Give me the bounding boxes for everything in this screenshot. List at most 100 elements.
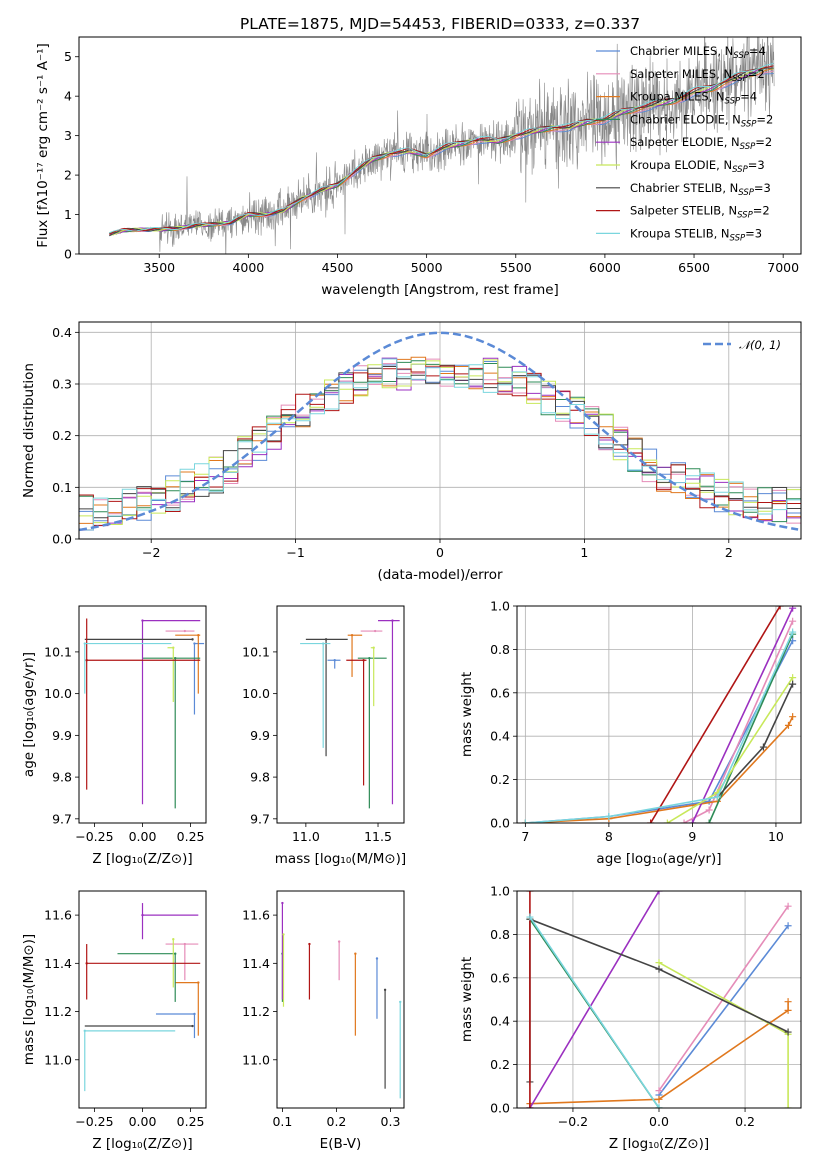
y-tick-label: 11.2	[44, 1004, 72, 1019]
weight-series-marker	[655, 1095, 663, 1103]
weight-series-marker	[655, 1087, 663, 1095]
weight-series-marker	[688, 819, 696, 823]
y-tick-label: 11.4	[242, 956, 270, 971]
weight-series-marker	[759, 743, 767, 751]
data-point-errorbars	[370, 646, 375, 707]
data-point-marker	[85, 659, 88, 662]
weight-series-marker	[784, 998, 792, 1006]
x-tick-label: −0.2	[558, 1114, 588, 1129]
legend-entry: Kroupa STELIB, NSSP=3	[630, 226, 762, 243]
data-point-errorbars	[165, 942, 199, 981]
y-tick-label: 10.1	[242, 644, 270, 659]
x-tick-label: 5000	[411, 260, 443, 275]
weight-series-marker	[784, 1028, 792, 1036]
data-point-marker	[362, 659, 365, 662]
legend-entry-sub: SSP	[733, 51, 749, 61]
weight-series-line	[529, 1001, 789, 1105]
age-vs-Z-frame	[78, 605, 207, 824]
data-point-marker	[141, 913, 144, 917]
data-point-marker	[383, 988, 387, 992]
weight-series-marker	[705, 806, 713, 814]
x-tick-label: 0.1	[272, 1114, 292, 1129]
weight-series-marker	[713, 793, 721, 801]
weight-series	[647, 606, 784, 823]
data-point-errorbars	[399, 1000, 402, 1099]
weight-series	[526, 891, 534, 1108]
data-point-marker	[83, 642, 86, 645]
y-tick-label: 11.0	[44, 1052, 72, 1067]
legend-entry-count: =2	[748, 67, 765, 81]
legend-entry: Salpeter MILES, NSSP=2	[630, 67, 765, 84]
weight-series-line	[666, 677, 794, 823]
data-point-marker	[375, 957, 379, 960]
x-tick-label: 11.5	[364, 829, 392, 844]
weight-series-marker	[784, 721, 792, 729]
y-tick-label: 0.0	[52, 532, 72, 547]
weight-series-marker	[655, 965, 663, 973]
weight-vs-Z-plot-area	[526, 891, 792, 1108]
gaussian-reference-curve	[79, 331, 799, 532]
data-point-marker	[333, 659, 336, 662]
weight-series-line	[649, 606, 781, 823]
legend-entry-sub: SSP	[725, 97, 741, 107]
legend-entry: Chabrier STELIB, NSSP=3	[630, 181, 771, 198]
weight-series	[521, 637, 797, 823]
x-tick-label: 0.00	[129, 829, 157, 844]
x-tick-label: 0.0	[649, 1114, 669, 1129]
residual-histogram	[79, 358, 801, 531]
legend-entry-label: 𝒩(0, 1)	[739, 338, 781, 352]
y-tick-label: 11.6	[44, 908, 72, 923]
y-tick-label: 0.4	[490, 1014, 510, 1029]
y-tick-label: 1.0	[490, 884, 510, 899]
data-point-errorbars	[347, 634, 363, 677]
legend-entry-label: Chabrier MILES, N	[630, 44, 733, 58]
data-point-errorbars	[175, 634, 201, 694]
weight-series-marker	[526, 1104, 534, 1108]
data-point-marker	[191, 638, 194, 641]
legend-entry: Chabrier ELODIE, NSSP=2	[630, 112, 773, 129]
legend-entry-count: =2	[753, 204, 770, 218]
x-tick-label: 9	[688, 829, 696, 844]
x-tick-label: 0.00	[129, 1114, 157, 1129]
y-tick-label: 11.4	[44, 956, 72, 971]
y-tick-label: 9.8	[250, 770, 270, 785]
y-axis-label: age [log₁₀(age/yr)]	[21, 652, 37, 777]
x-tick-label: 0.2	[327, 1114, 347, 1129]
y-tick-label: 0.2	[490, 772, 510, 787]
weight-series	[688, 606, 797, 823]
data-point-marker	[193, 642, 196, 645]
x-axis-label: Z [log₁₀(Z/Z⊙)]	[92, 1136, 192, 1152]
weight-series	[680, 617, 797, 823]
age-vs-mass-panel: 11.0 11.5 9.7 9.8 9.9 10.0 10.1 mass [log₁₀(M/M…	[242, 605, 406, 867]
y-tick-label: 10.1	[44, 644, 72, 659]
residual-histogram	[79, 359, 801, 525]
y-tick-label: 0.6	[490, 970, 510, 985]
weight-series	[526, 891, 663, 1108]
legend-entry-count: =4	[749, 44, 766, 58]
data-point-errorbars	[193, 642, 205, 715]
legend-entry: Chabrier MILES, NSSP=4	[630, 44, 766, 61]
weight-series-marker	[655, 1104, 663, 1108]
data-point-marker	[172, 938, 175, 941]
legend-entry-label: Kroupa STELIB, N	[630, 226, 730, 240]
x-tick-label: 3500	[143, 260, 175, 275]
y-tick-label: 10.0	[242, 686, 270, 701]
x-tick-label: 0.3	[381, 1114, 401, 1129]
data-point-marker	[197, 634, 200, 637]
data-point-marker	[281, 901, 284, 905]
x-axis-label: wavelength [Angstrom, rest frame]	[321, 282, 559, 298]
data-point-marker	[197, 981, 200, 984]
weight-series-line	[525, 631, 794, 823]
data-point-errorbars	[354, 952, 357, 1036]
data-point-marker	[282, 933, 285, 936]
weight-series	[526, 913, 663, 1108]
legend-entry-count: =3	[748, 158, 765, 172]
weight-series-line	[658, 925, 789, 1096]
data-point-errorbars	[141, 619, 201, 805]
legend-entry-label: Chabrier ELODIE, N	[630, 112, 741, 126]
data-point-marker	[174, 952, 177, 955]
weight-series-line	[529, 891, 660, 1108]
weight-series	[663, 674, 797, 823]
x-tick-label: −1	[286, 545, 304, 560]
